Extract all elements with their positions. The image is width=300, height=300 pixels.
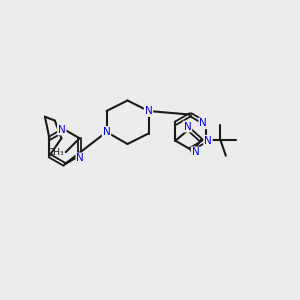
Text: CH₃: CH₃ — [48, 148, 64, 157]
Text: N: N — [76, 153, 84, 164]
Text: N: N — [103, 127, 110, 137]
Text: N: N — [199, 118, 207, 128]
Text: N: N — [204, 136, 212, 146]
Text: N: N — [58, 124, 66, 135]
Text: N: N — [145, 106, 152, 116]
Text: N: N — [184, 122, 191, 132]
Text: N: N — [192, 147, 200, 158]
